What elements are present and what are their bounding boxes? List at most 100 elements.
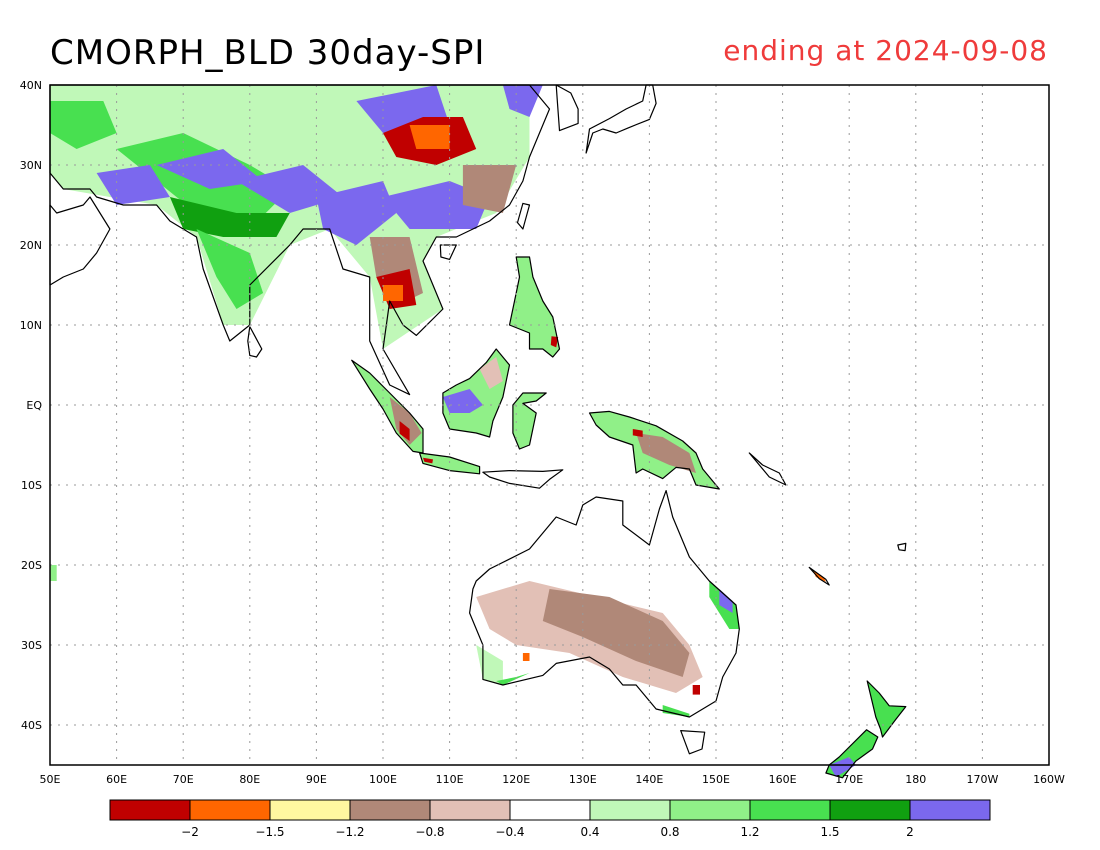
- lat-tick-label: 30N: [20, 159, 42, 172]
- lon-tick-label: 80E: [239, 773, 260, 786]
- land-lesser-sunda-fill: [482, 469, 563, 489]
- lon-tick-label: 150E: [702, 773, 730, 786]
- lon-tick-label: 110E: [436, 773, 464, 786]
- land-sulawesi-coastline: [512, 392, 547, 450]
- map-plot-area: [49, 84, 1050, 779]
- colorbar-swatch: [749, 799, 831, 821]
- spi-patch: [389, 397, 422, 445]
- land-arabia-coastline: [49, 196, 111, 286]
- colorbar-label: 1.5: [820, 825, 839, 839]
- colorbar-swatch: [829, 799, 911, 821]
- map-subtitle: ending at 2024-09-08: [723, 34, 1048, 67]
- spi-patch: [96, 165, 170, 205]
- spi-patch: [409, 125, 450, 149]
- spi-patch: [867, 681, 906, 737]
- spi-patch: [442, 389, 483, 413]
- colorbar-swatch: [509, 799, 591, 821]
- spi-patch: [542, 589, 690, 677]
- lon-tick-label: 140E: [635, 773, 663, 786]
- spi-patch: [512, 393, 547, 449]
- colorbar-swatch: [589, 799, 671, 821]
- land-java-coastline: [419, 452, 481, 475]
- colorbar-swatch: [909, 799, 991, 821]
- spi-patch: [419, 453, 480, 474]
- colorbar-label: −1.5: [255, 825, 284, 839]
- lon-tick-label: 100E: [369, 773, 397, 786]
- spi-patch: [829, 757, 856, 777]
- spi-patch: [692, 685, 700, 695]
- colorbar: −2 −1.5 −1.2 −0.8 −0.4 0.4 0.8 1.2 1.5 2: [109, 799, 991, 839]
- lon-tick-label: 170E: [835, 773, 863, 786]
- colorbar-label: 2: [906, 825, 914, 839]
- lat-tick-label: 20S: [21, 559, 42, 572]
- gridlines: [50, 85, 1049, 765]
- land-lesser-sunda-coastline: [482, 469, 564, 489]
- spi-patch: [719, 589, 733, 613]
- spi-patch: [496, 673, 530, 685]
- lon-tick-label: 90E: [306, 773, 327, 786]
- land-korea-fill: [556, 85, 579, 131]
- colorbar-swatch: [189, 799, 271, 821]
- latitude-tick-labels: 40N 30N 20N 10N EQ 10S 20S 30S 40S: [20, 79, 43, 732]
- spi-patch: [636, 433, 696, 473]
- spi-patch: [316, 181, 397, 245]
- plot-frame: [49, 84, 1050, 766]
- lat-tick-label: 40S: [21, 719, 42, 732]
- spi-patch: [423, 457, 433, 464]
- lat-tick-label: 10N: [20, 319, 42, 332]
- lat-tick-label: EQ: [26, 399, 42, 412]
- spi-patch: [479, 357, 503, 389]
- colorbar-swatch: [669, 799, 751, 821]
- spi-patch: [169, 197, 290, 237]
- spi-patch: [399, 421, 410, 441]
- colorbar-swatch: [349, 799, 431, 821]
- spi-patch: [502, 85, 543, 117]
- spi-field-layer: [50, 85, 906, 778]
- land-tasmania-fill: [680, 730, 705, 754]
- land-fiji-coastline: [897, 542, 907, 552]
- colorbar-label: 1.2: [740, 825, 759, 839]
- colorbar-label: −0.8: [415, 825, 444, 839]
- land-japan-coastline: [585, 84, 657, 154]
- colorbar-label: −2: [181, 825, 199, 839]
- land-taiwan-fill: [517, 203, 530, 229]
- land-tasmania-coastline: [680, 729, 706, 755]
- land-new-guinea-coastline: [588, 410, 720, 490]
- spi-patch: [632, 429, 643, 437]
- spi-patch: [236, 165, 343, 213]
- lon-tick-label: 50E: [40, 773, 61, 786]
- lon-tick-label: 160E: [769, 773, 797, 786]
- land-taiwan-coastline: [516, 202, 531, 230]
- land-new-caledonia-coastline: [808, 566, 830, 586]
- lat-tick-label: 30S: [21, 639, 42, 652]
- spi-patch: [50, 101, 117, 149]
- spi-patch: [50, 565, 57, 581]
- lat-tick-label: 20N: [20, 239, 42, 252]
- lon-tick-label: 180: [905, 773, 926, 786]
- land-australia-coastline: [469, 490, 740, 718]
- land-nz-south-coastline: [825, 729, 879, 779]
- spi-patch: [383, 285, 403, 301]
- land-hainan-fill: [440, 245, 457, 260]
- land-arabia-fill: [50, 197, 110, 285]
- land-solomons-coastline: [748, 452, 787, 486]
- colorbar-swatch: [429, 799, 511, 821]
- land-sri-lanka-coastline: [247, 326, 263, 358]
- coastline-layer: [49, 84, 907, 779]
- colorbar-swatch: [269, 799, 351, 821]
- land-nz-north-coastline: [866, 680, 907, 738]
- spi-patch: [509, 257, 560, 357]
- spi-patch: [196, 229, 264, 309]
- colorbar-swatch: [109, 799, 191, 821]
- spi-patch: [550, 336, 559, 348]
- lon-tick-label: 130E: [569, 773, 597, 786]
- colorbar-label: −1.2: [335, 825, 364, 839]
- lon-tick-label: 160W: [1033, 773, 1065, 786]
- land-sri-lanka-fill: [247, 326, 262, 357]
- colorbar-label: 0.4: [580, 825, 599, 839]
- spi-patch: [522, 653, 530, 661]
- lon-tick-label: 60E: [106, 773, 127, 786]
- lon-tick-label: 70E: [173, 773, 194, 786]
- land-philippines-coastline: [508, 256, 561, 358]
